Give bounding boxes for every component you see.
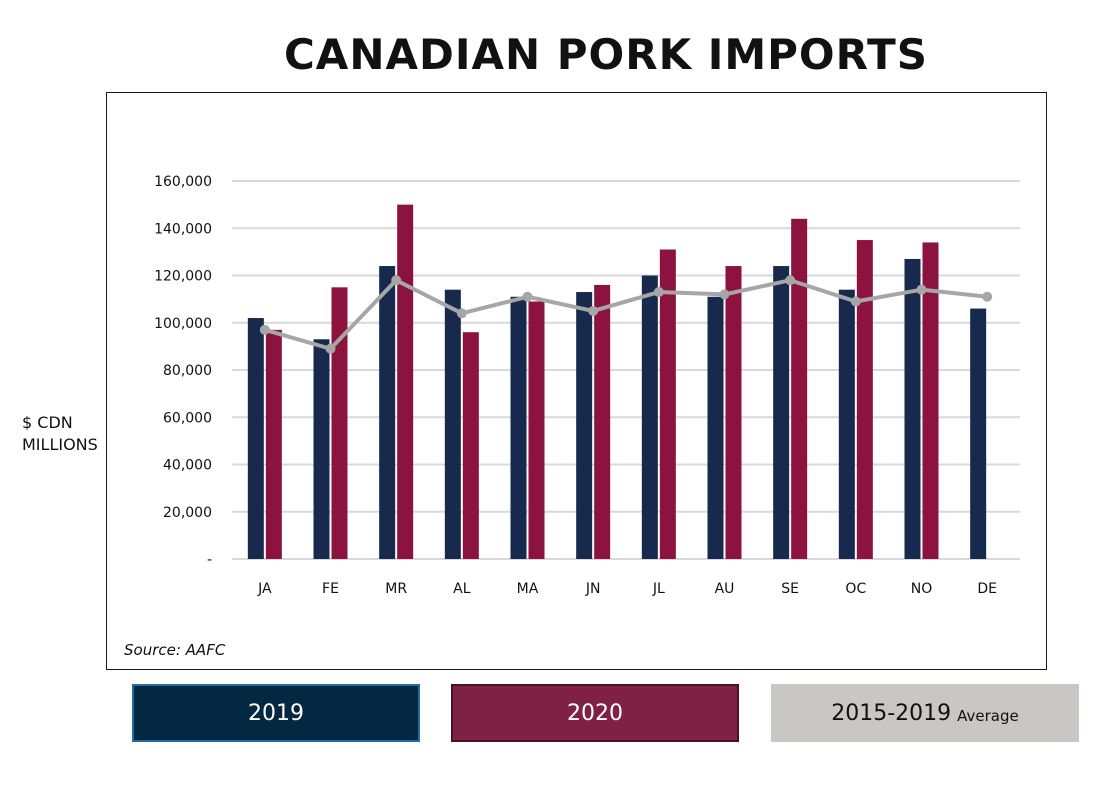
bar-2019	[444, 289, 461, 559]
bar-2020	[397, 204, 414, 559]
average-line	[264, 278, 988, 351]
x-tick-label: OC	[845, 581, 866, 597]
y-tick-label: 140,000	[154, 221, 212, 237]
average-point	[916, 284, 927, 295]
average-point	[259, 324, 270, 335]
bar-2019	[904, 258, 921, 559]
bar-2020	[462, 332, 479, 559]
y-tick-label: 160,000	[154, 174, 212, 190]
y-tick-label: 120,000	[154, 269, 212, 285]
legend-2019: 2019	[132, 684, 420, 742]
y-axis-label-line2: MILLIONS	[22, 435, 98, 454]
x-tick-label: JA	[257, 581, 272, 597]
y-axis-label: $ CDN MILLIONS	[22, 412, 98, 456]
bar-2020	[528, 301, 545, 559]
x-tick-label: AU	[715, 581, 735, 597]
bar-2019	[576, 292, 593, 559]
legend-2020-label: 2020	[567, 700, 623, 726]
x-tick-label: JN	[585, 581, 601, 597]
x-tick-label: SE	[781, 581, 799, 597]
source-note: Source: AAFC	[124, 641, 226, 659]
average-point	[785, 275, 796, 286]
bar-2020	[922, 242, 939, 560]
bar-2020	[331, 287, 348, 559]
bar-2019	[838, 289, 855, 559]
chart-title: CANADIAN PORK IMPORTS	[283, 30, 928, 79]
average-point	[719, 289, 730, 300]
y-axis-label-line1: $ CDN	[22, 413, 73, 432]
y-tick-label: 100,000	[154, 316, 212, 332]
legend-average: 2015-2019 Average	[771, 684, 1079, 742]
x-tick-label: MA	[517, 581, 539, 597]
x-tick-label: NO	[911, 581, 933, 597]
y-tick-label: 80,000	[163, 363, 212, 379]
bar-2019	[970, 308, 987, 559]
y-tick-label: 40,000	[163, 458, 212, 474]
y-tick-label: -	[207, 552, 212, 568]
legend-2019-label: 2019	[248, 700, 304, 726]
legend-average-label: 2015-2019	[831, 700, 952, 726]
x-tick-label: AL	[453, 581, 471, 597]
bar-2019	[313, 339, 330, 559]
x-tick-label: FE	[322, 581, 339, 597]
bar-2020	[856, 240, 873, 559]
bar-2020	[659, 249, 676, 559]
bar-2019	[773, 266, 790, 559]
average-point	[588, 305, 599, 316]
bar-2020	[594, 284, 611, 559]
bar-2019	[247, 318, 264, 559]
bar-2019	[707, 296, 724, 559]
y-tick-label: 60,000	[163, 410, 212, 426]
legend-average-sublabel: Average	[957, 707, 1019, 725]
bar-2019	[379, 266, 396, 559]
bar-2020	[791, 218, 808, 560]
average-point	[850, 296, 861, 307]
legend-2020: 2020	[451, 684, 739, 742]
y-tick-label: 20,000	[163, 505, 212, 521]
average-point	[522, 291, 533, 302]
x-tick-label: JL	[652, 581, 665, 597]
x-tick-label: DE	[977, 581, 997, 597]
x-tick-label: MR	[385, 581, 407, 597]
average-point	[982, 291, 993, 302]
bar-2019	[641, 275, 658, 559]
average-point	[391, 275, 402, 286]
chart-frame	[106, 92, 1047, 670]
bar-2020	[725, 266, 742, 559]
average-point	[325, 343, 336, 354]
average-point	[653, 287, 664, 298]
bar-2019	[510, 296, 527, 559]
average-point	[456, 308, 467, 319]
bar-2020	[265, 329, 282, 559]
